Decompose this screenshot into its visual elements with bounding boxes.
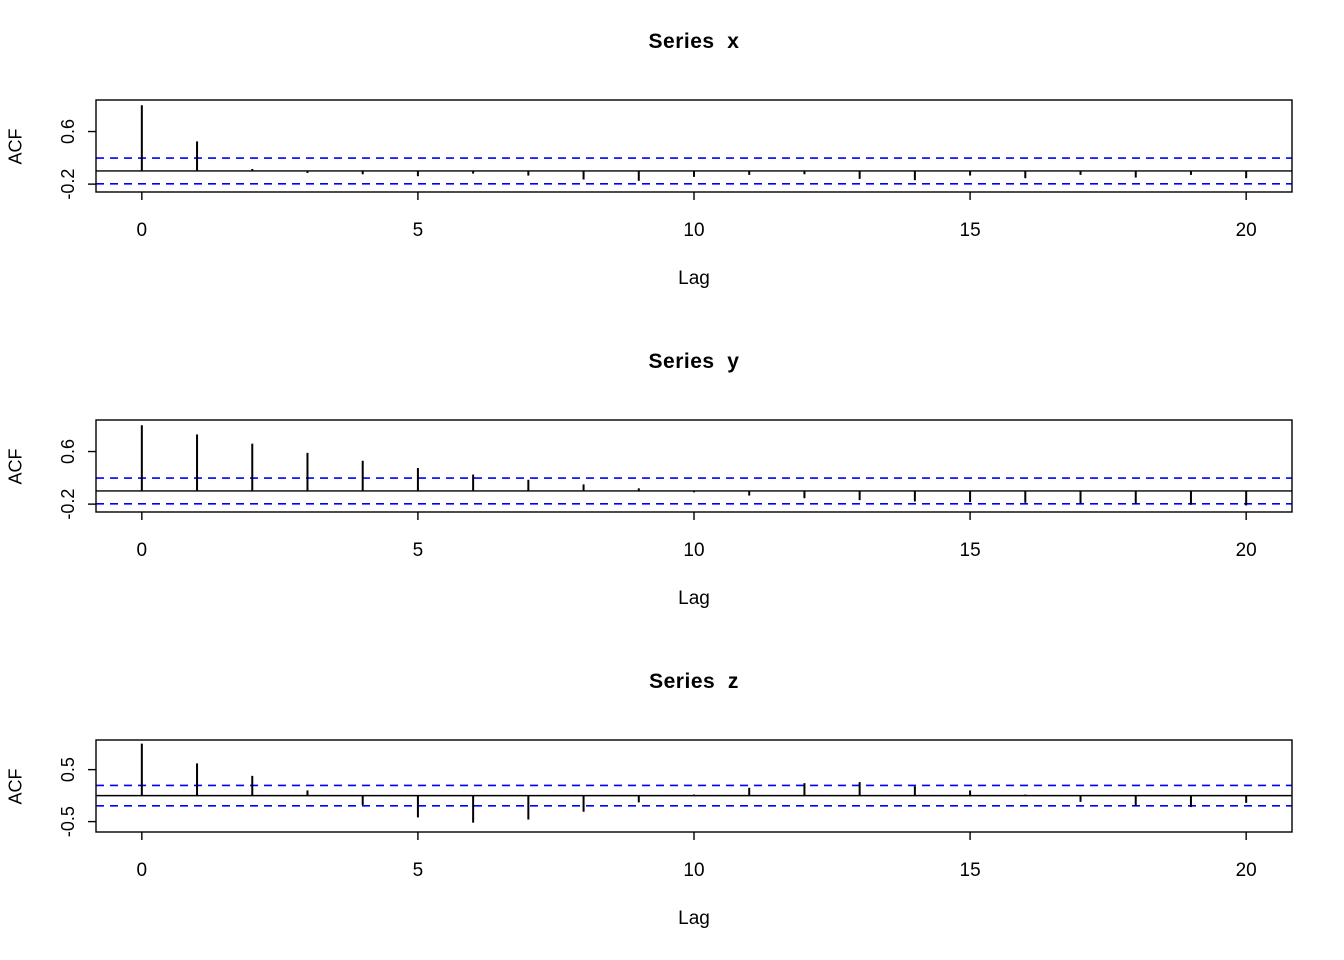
x-tick-label: 0 <box>137 220 148 241</box>
y-tick-label: 0.5 <box>58 757 78 782</box>
y-tick-label: -0.2 <box>58 169 78 200</box>
plot-box <box>95 419 1293 513</box>
acf-panel-z: Series z ACF 0 5 10 15 20 -0.5 0.5 Lag <box>0 640 1344 960</box>
x-axis-label: Lag <box>678 908 710 929</box>
acf-panel-x: Series x ACF 0 5 10 15 20 -0.2 0.6 Lag <box>0 0 1344 320</box>
x-tick-label: 15 <box>960 860 981 881</box>
plot-box <box>95 99 1293 193</box>
x-tick-label: 15 <box>960 540 981 561</box>
x-tick-label: 0 <box>137 540 148 561</box>
x-tick-label: 20 <box>1236 860 1257 881</box>
acf-plot-x: 0 5 10 15 20 -0.2 0.6 <box>58 99 1293 241</box>
acf-panel-y: Series y ACF 0 5 10 15 20 -0.2 0.6 Lag <box>0 320 1344 640</box>
x-tick-label: 10 <box>683 860 704 881</box>
x-tick-label: 20 <box>1236 220 1257 241</box>
panel-title-x: Series x <box>648 30 740 53</box>
acf-plot-z: 0 5 10 15 20 -0.5 0.5 <box>58 739 1293 881</box>
x-tick-label: 10 <box>683 540 704 561</box>
x-tick-label: 10 <box>683 220 704 241</box>
x-tick-label: 20 <box>1236 540 1257 561</box>
x-axis-label: Lag <box>678 588 710 609</box>
x-tick-label: 5 <box>413 540 424 561</box>
y-tick-label: 0.6 <box>58 119 78 144</box>
x-tick-label: 5 <box>413 860 424 881</box>
panel-title-z: Series z <box>649 670 739 693</box>
y-tick-label: -0.5 <box>58 806 78 837</box>
x-tick-label: 0 <box>137 860 148 881</box>
x-tick-label: 15 <box>960 220 981 241</box>
y-tick-label: 0.6 <box>58 439 78 464</box>
x-axis-label: Lag <box>678 268 710 289</box>
plot-box <box>95 739 1293 833</box>
panel-title-y: Series y <box>648 350 740 373</box>
y-tick-label: -0.2 <box>58 489 78 520</box>
x-tick-label: 5 <box>413 220 424 241</box>
acf-plot-y: 0 5 10 15 20 -0.2 0.6 <box>58 419 1293 561</box>
